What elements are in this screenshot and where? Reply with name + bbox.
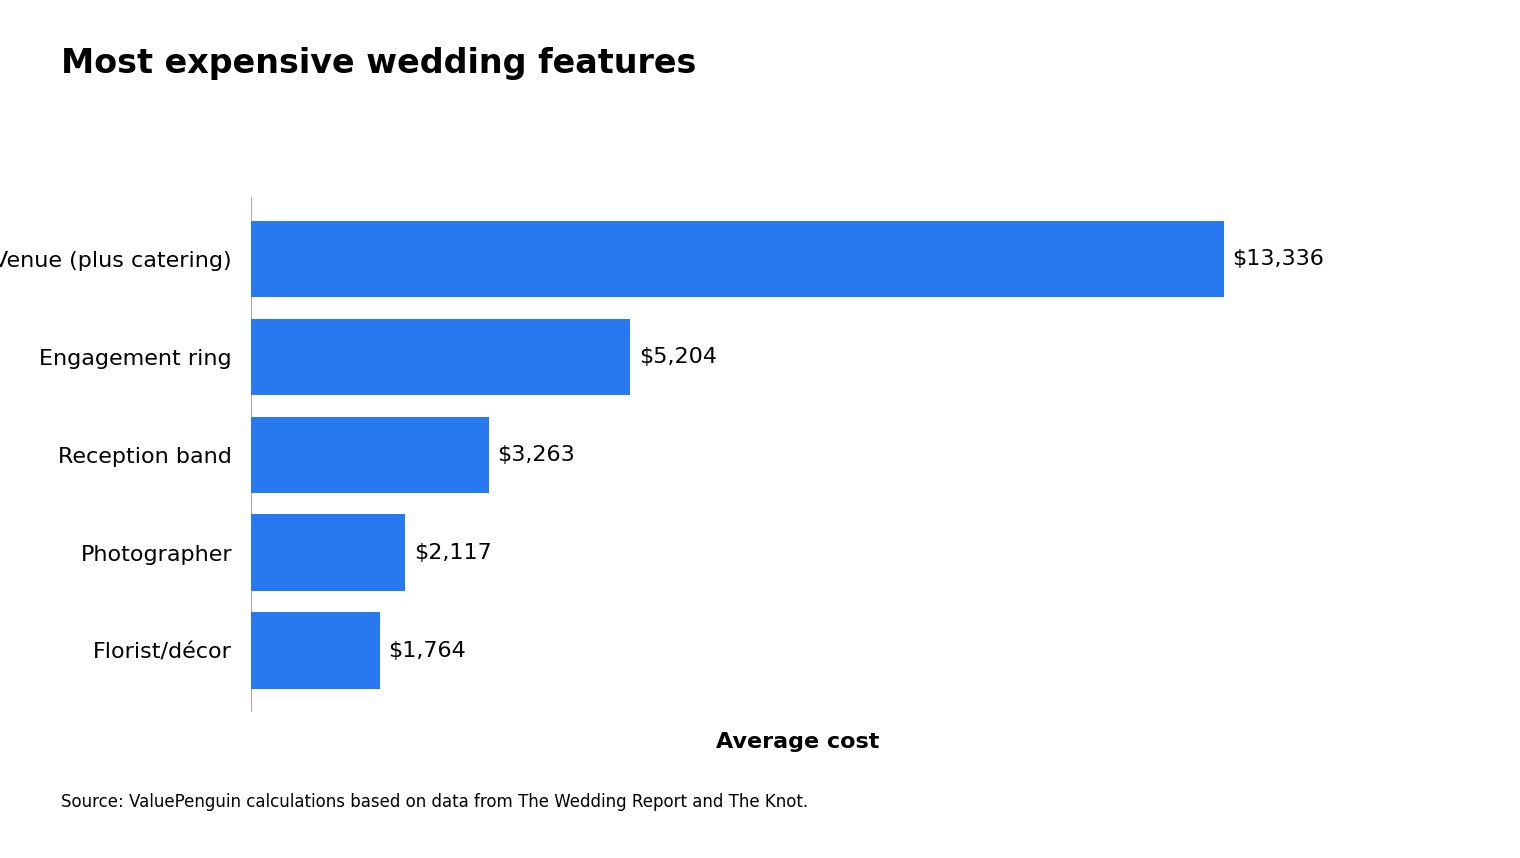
Bar	[251, 613, 380, 689]
Bar	[251, 416, 489, 493]
Bar	[251, 221, 1224, 297]
Bar	[251, 318, 631, 395]
Text: Most expensive wedding features: Most expensive wedding features	[61, 47, 696, 80]
Text: $3,263: $3,263	[497, 444, 576, 465]
Text: $1,764: $1,764	[388, 641, 467, 661]
Text: $5,204: $5,204	[640, 347, 717, 367]
X-axis label: Average cost: Average cost	[716, 732, 880, 752]
Bar	[251, 515, 406, 591]
Text: $2,117: $2,117	[413, 542, 492, 563]
Text: $13,336: $13,336	[1233, 249, 1324, 269]
Text: Source: ValuePenguin calculations based on data from The Wedding Report and The : Source: ValuePenguin calculations based …	[61, 793, 809, 811]
